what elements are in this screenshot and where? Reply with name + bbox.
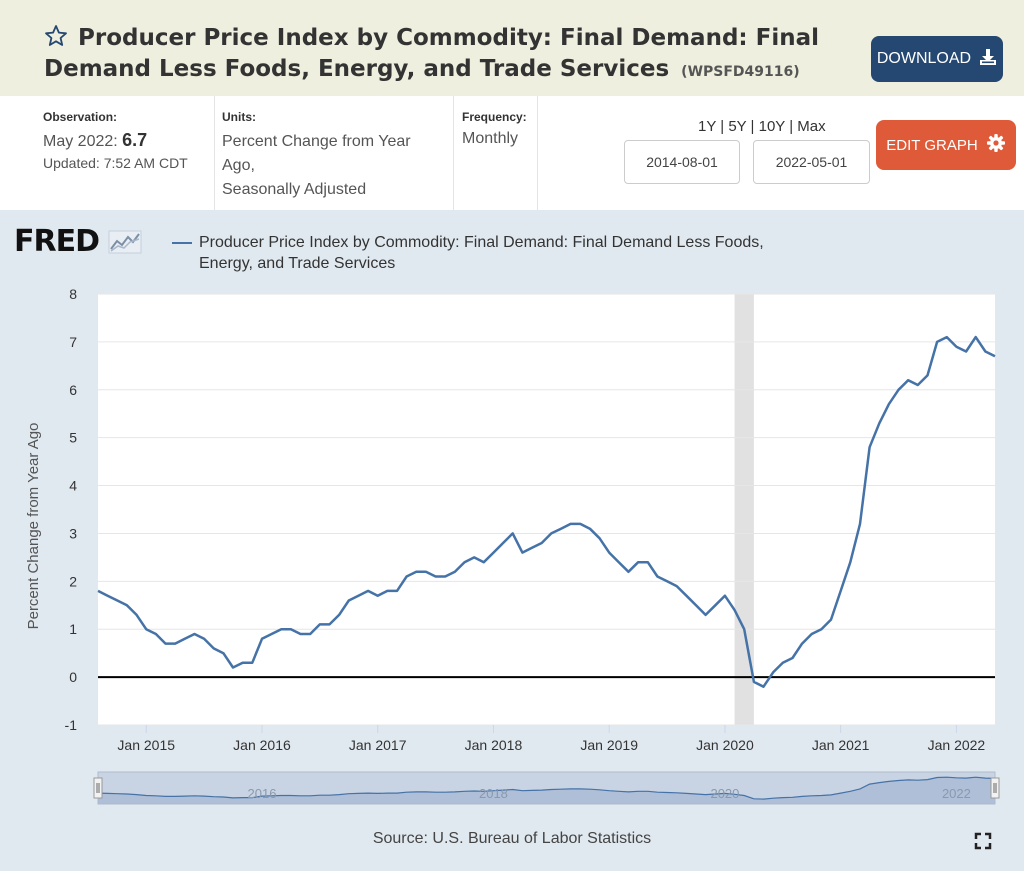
units-block: Units: Percent Change from Year Ago, Sea…: [222, 110, 444, 202]
plot-background: [98, 294, 995, 725]
navigator-line: [97, 776, 996, 800]
series-meta: Observation: May 2022: 6.7 Updated: 7:52…: [0, 96, 1024, 210]
units-label: Units:: [222, 110, 256, 124]
y-tick-label: -1: [65, 717, 78, 733]
y-tick-label: 0: [69, 669, 77, 685]
y-tick-label: 8: [69, 286, 77, 302]
chart-legend: Producer Price Index by Commodity: Final…: [172, 232, 822, 274]
range-1y[interactable]: 1Y: [698, 118, 717, 135]
x-tick-label: Jan 2017: [349, 737, 407, 753]
navigator-year-label: 2022: [942, 786, 971, 801]
download-label: DOWNLOAD: [876, 50, 972, 67]
edit-graph-label: EDIT GRAPH: [886, 136, 978, 154]
x-tick-label: Jan 2019: [580, 737, 638, 753]
range-max[interactable]: Max: [797, 118, 826, 135]
download-icon: [979, 48, 997, 71]
series-line[interactable]: [97, 335, 996, 688]
fred-logo-text: FRED: [14, 224, 100, 259]
x-tick-label: Jan 2020: [696, 737, 754, 753]
y-axis-label: Percent Change from Year Ago: [25, 423, 42, 630]
y-tick-label: 4: [69, 478, 77, 494]
navigator-area: [98, 777, 995, 804]
navigator-year-label: 2018: [479, 786, 508, 801]
line-chart[interactable]: -1 0 1 2 3 4 5 6 7 8 Jan 2015 Jan 2016 Jan 2017 Jan …: [0, 210, 1024, 810]
observation-label: Observation:: [43, 110, 118, 124]
navigator-left-handle[interactable]: [93, 777, 103, 799]
edit-graph-button[interactable]: EDIT GRAPH: [876, 120, 1016, 170]
units-adjustment: Seasonally Adjusted: [222, 181, 367, 198]
end-date-input[interactable]: 2022-05-01: [753, 140, 870, 184]
series-title: Producer Price Index by Commodity: Final…: [44, 24, 854, 86]
star-icon[interactable]: [44, 24, 70, 55]
source-note: Source: U.S. Bureau of Labor Statistics: [372, 830, 652, 847]
y-tick-label: 2: [69, 573, 77, 589]
x-tick-label: Jan 2016: [233, 737, 291, 753]
download-button[interactable]: DOWNLOAD: [871, 36, 1003, 82]
gear-icon: [986, 133, 1006, 157]
fullscreen-icon[interactable]: [974, 832, 992, 855]
x-tick-label: Jan 2015: [117, 737, 175, 753]
fred-logo: FRED: [14, 224, 142, 263]
x-tick-label: Jan 2018: [465, 737, 523, 753]
frequency-value: Monthly: [462, 130, 519, 147]
range-10y[interactable]: 10Y: [758, 118, 786, 135]
y-tick-label: 3: [69, 525, 77, 541]
navigator-year-label: 2020: [710, 786, 739, 801]
units-value: Percent Change from Year Ago,: [222, 133, 411, 174]
navigator-year-label: 2016: [248, 786, 277, 801]
observation-block: Observation: May 2022: 6.7 Updated: 7:52…: [43, 110, 188, 171]
start-date-input[interactable]: 2014-08-01: [624, 140, 740, 184]
y-tick-label: 6: [69, 382, 77, 398]
x-tick-label: Jan 2022: [928, 737, 986, 753]
title-bar: Producer Price Index by Commodity: Final…: [0, 0, 1024, 96]
frequency-block: Frequency: Monthly: [462, 110, 527, 148]
updated-text: Updated: 7:52 AM CDT: [43, 155, 188, 171]
frequency-label: Frequency:: [462, 110, 527, 124]
fred-logo-icon: [108, 228, 142, 263]
x-tick-label: Jan 2021: [812, 737, 870, 753]
divider: [214, 96, 215, 210]
observation-value: 6.7: [122, 130, 148, 150]
y-tick-label: 5: [69, 430, 77, 446]
chart-area: FRED Producer Price Index by Commodity: …: [0, 210, 1024, 871]
divider: [537, 96, 538, 210]
series-title-text: Producer Price Index by Commodity: Final…: [44, 25, 819, 82]
legend-swatch: [172, 242, 192, 244]
range-links: 1Y | 5Y | 10Y | Max: [698, 118, 826, 135]
legend-label: Producer Price Index by Commodity: Final…: [199, 234, 764, 272]
series-id: (WPSFD49116): [681, 64, 800, 80]
observation-date: May 2022:: [43, 133, 118, 150]
divider: [453, 96, 454, 210]
y-tick-label: 7: [69, 334, 77, 350]
y-tick-label: 1: [69, 621, 77, 637]
range-5y[interactable]: 5Y: [728, 118, 747, 135]
navigator-right-handle[interactable]: [990, 777, 1000, 799]
